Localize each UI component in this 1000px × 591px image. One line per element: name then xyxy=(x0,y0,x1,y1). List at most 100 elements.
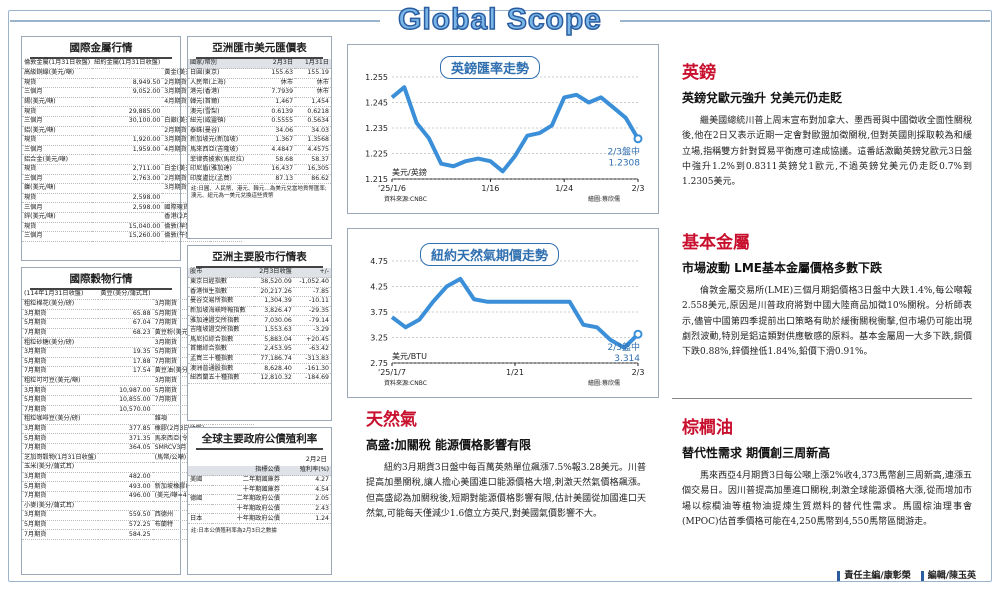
asia-fx-table: 國家/幣別 2月3日 1月31日 日圓(東京) 155.63 155.19 人民幣(上海) 休… xyxy=(188,59,331,185)
grains-cell: 3月期貨 xyxy=(22,424,99,435)
grains-cell: 3月期貨 xyxy=(22,385,99,397)
grains-cell: 584.25 xyxy=(98,529,153,540)
asia-fx-cell: 1,467 xyxy=(262,97,296,108)
asia-stock-cell: 7,030.06 xyxy=(253,315,294,327)
gbp-article: 英鎊 英鎊兌歐元強升 兌美元仍走貶 繼美國總統川普上周末宣布對加拿大、墨西哥與中… xyxy=(682,58,972,190)
source-label: 資料來源:CNBC xyxy=(384,379,427,387)
editor-label: 繪圖:蔡欣儒 xyxy=(588,195,620,203)
asia-stock-cell: 3,826.47 xyxy=(253,306,294,317)
callout-value: 3.314 xyxy=(614,354,640,364)
gbp-chart-box: 1.255 1.245 1.235 1.225 1.215'25/1/6 1/16 1/24… xyxy=(347,44,659,214)
asia-stock-cell: -10.11 xyxy=(293,296,331,307)
asia-stock-row: 馬尼拉綜合指數 5,883.04 +20.45 xyxy=(188,335,331,346)
asia-stock-cell: -3.29 xyxy=(293,325,331,336)
grains-cell: 粗粒可可豆(美元/噸) xyxy=(22,376,99,387)
grains-cell: 10,855.00 xyxy=(98,395,153,406)
metals-cell xyxy=(92,126,163,137)
grains-cell: 3月期貨 xyxy=(22,309,99,320)
grains-cell: 黃豆油(美分/磅) xyxy=(152,366,214,377)
gbp-subhead: 英鎊兌歐元強升 兌美元仍走貶 xyxy=(682,91,843,105)
grains-cell: 67.04 xyxy=(98,318,153,329)
asia-stock-head-cell: 股市 xyxy=(188,268,254,279)
metals-cell: 現貨 xyxy=(22,78,93,89)
asia-stock-cell: -161.30 xyxy=(293,363,331,375)
asia-fx-cell: 日圓(東京) xyxy=(188,68,263,79)
grains-cell: 5月期貨 xyxy=(22,481,99,492)
metals-cell: 倫敦(午盤) xyxy=(162,231,211,242)
asia-fx-head: 國家/幣別 2月3日 1月31日 xyxy=(188,59,331,70)
grains-cell: 西德州 xyxy=(152,510,214,521)
grains-panel: 國際穀物行情 (114年1月31日收盤) 黃豆(美分/蒲式耳) 粗粒棉花(美分/磅)… xyxy=(21,267,254,575)
metals-cell: 鋁合金(美元/噸) xyxy=(22,154,93,166)
x-tick-label: 2/3 xyxy=(632,368,645,377)
asia-fx-cell: 休市 xyxy=(262,78,296,89)
metals-cell: 倫敦金屬(1月31日收盤) xyxy=(22,59,93,70)
asia-fx-cell: 34.03 xyxy=(295,126,331,137)
metals-cell: 30,100.00 xyxy=(92,116,163,127)
asia-fx-row: 人民幣(上海) 休市 休市 xyxy=(188,78,331,89)
asia-fx-cell: 印度盧比(孟買) xyxy=(188,174,263,185)
grains-cell: 5月期貨 xyxy=(22,357,99,368)
grains-cell: 粗粒棉花(美分/磅) xyxy=(22,299,99,310)
asia-stock-cell: 8,628.40 xyxy=(253,363,294,375)
masthead-rule-right xyxy=(620,20,990,22)
bond-row: 十年期國庫券 4.54 xyxy=(188,485,331,496)
grains-cell xyxy=(98,337,153,349)
gas-body: 紐約3月期貨3日盤中每百萬英熱單位飆漲7.5%報3.28美元。川普提高加墨關稅,… xyxy=(366,463,646,519)
bond-cell: 1.24 xyxy=(281,513,331,525)
y-tick-label: 4.25 xyxy=(370,283,388,292)
asia-fx-panel: 亞洲匯市美元匯價表 國家/幣別 2月3日 1月31日 日圓(東京) 155.63 155.… xyxy=(187,36,332,239)
asia-stock-head: 股市 2月3日收盤 +/- xyxy=(188,268,331,279)
credit-line: 責任主編/康彰榮 編輯/陳玉英 xyxy=(837,568,986,581)
asia-fx-cell: 16,437 xyxy=(262,164,296,175)
metals-cell: 三個月 xyxy=(22,116,93,127)
metals-panel: 國際金屬行情 倫敦金屬(1月31日收盤) 紐約金屬(1月31日收盤) 高級銅線(美元… xyxy=(21,36,242,261)
asia-stock-cell: 12,810.32 xyxy=(253,373,294,384)
grains-cell: 5月期貨 xyxy=(22,395,99,406)
metals-cell: 3月期貨 xyxy=(162,87,211,98)
asia-stock-cell: -7.85 xyxy=(293,287,331,298)
grains-cell: 5月期貨 xyxy=(22,318,99,329)
asia-fx-cell: 4.4575 xyxy=(295,145,331,156)
grains-cell: 粗粒砂糖(美分/磅) xyxy=(22,337,99,349)
asia-fx-cell: 0.6218 xyxy=(295,106,331,118)
metals-cell: 2,711.00 xyxy=(92,164,163,175)
grains-cell: 65.88 xyxy=(98,309,153,320)
asia-stock-row: 東京日經指數 38,520.09 -1,052.40 xyxy=(188,277,331,288)
grains-cell: SMRCV3月 xyxy=(152,443,214,454)
metals-cell xyxy=(92,68,163,79)
grains-cell: 雜項 xyxy=(152,414,214,425)
grains-cell: 7月期貨 xyxy=(22,491,99,502)
metals-cell xyxy=(162,59,211,70)
bond-cell: 二年期國庫券 xyxy=(212,475,282,486)
grains-cell: 布蘭特 xyxy=(152,520,214,531)
grains-cell: 5月期貨 xyxy=(22,433,99,444)
metal-heading: 基本金屬 xyxy=(682,233,750,253)
bond-cell xyxy=(188,485,213,496)
asia-fx-cell: 0.5634 xyxy=(295,116,331,127)
metals-cell: 三個月 xyxy=(22,174,93,185)
callout-label: 2/3盤中 xyxy=(608,341,641,353)
gbp-body: 繼美國總統川普上周末宣布對加拿大、墨西哥與中國徵收全面性關稅後,他在2日又表示近… xyxy=(682,116,972,188)
grains-cell: 小麥(美分/蒲式耳) xyxy=(22,501,99,512)
editor-label: 繪圖:蔡欣儒 xyxy=(588,379,620,387)
grains-cell: 7月期貨 xyxy=(152,318,214,329)
grains-cell: 黃豆粉(美元/短噸) xyxy=(152,328,214,339)
y-tick-label: 1.215 xyxy=(365,175,388,184)
metal-article: 基本金屬 市場波動 LME基本金屬價格多數下跌 倫敦金屬交易所(LME)三個月期… xyxy=(682,228,972,360)
asia-fx-cell: 4.4847 xyxy=(262,145,296,156)
asia-fx-row: 菲律賓披索(馬尼拉) 58.68 58.37 xyxy=(188,154,331,166)
grains-cell: 17.54 xyxy=(98,366,153,377)
grains-cell: 5月期貨 xyxy=(152,347,214,358)
asia-stock-cell: 38,520.09 xyxy=(253,277,294,288)
metals-cell: 三個月 xyxy=(22,231,93,242)
masthead-rule-left xyxy=(10,20,380,22)
grains-cell: 7月期貨 xyxy=(22,443,99,454)
asia-fx-cell: 58.37 xyxy=(295,154,331,166)
asia-fx-head-cell: 1月31日 xyxy=(295,59,331,70)
gas-heading: 天然氣 xyxy=(366,410,417,430)
callout-value: 1.2308 xyxy=(609,159,641,169)
metals-cell xyxy=(92,212,163,223)
grains-cell: (114年1月31日收盤) xyxy=(22,290,99,301)
metals-title: 國際金屬行情 xyxy=(30,37,172,59)
